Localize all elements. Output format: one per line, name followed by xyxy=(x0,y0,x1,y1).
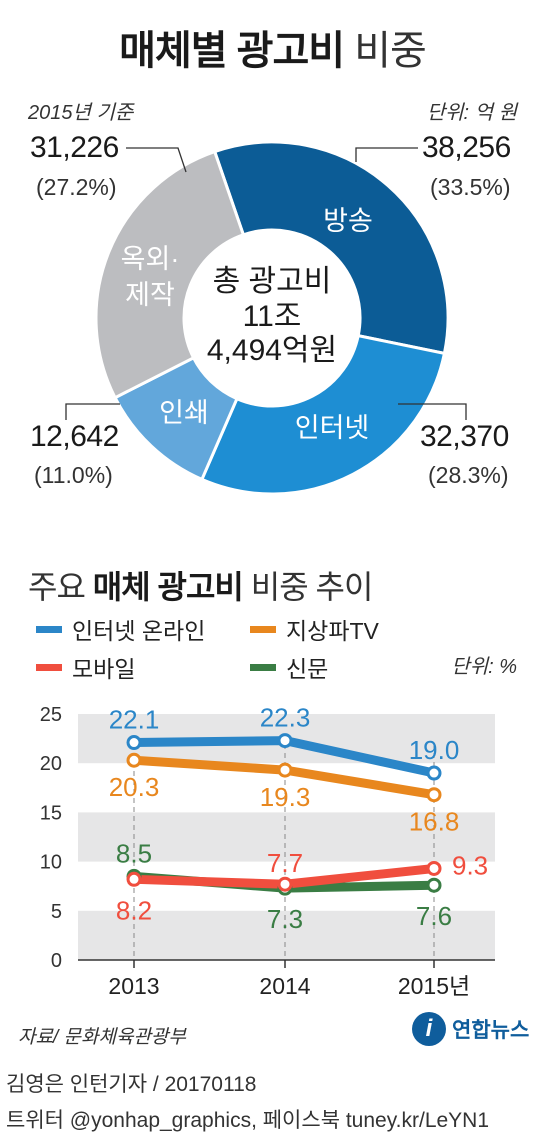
legend-label-mobile: 모바일 xyxy=(72,656,136,682)
segment-label-outdoor-1: 옥외· xyxy=(121,244,180,274)
data-label-internet: 19.0 xyxy=(409,735,460,765)
data-label-mobile: 7.7 xyxy=(267,848,303,878)
brand-name: 연합뉴스 xyxy=(452,1019,530,1042)
pct-outdoor: (27.2%) xyxy=(36,174,117,200)
credit-line-1: 김영은 인턴기자 / 20170118 xyxy=(6,1073,257,1096)
data-label-internet: 22.3 xyxy=(260,703,311,733)
y-tick-label: 20 xyxy=(40,753,62,775)
legend-internet: 인터넷 온라인 xyxy=(36,612,205,646)
data-point-tv xyxy=(126,752,142,768)
legend-label-internet: 인터넷 온라인 xyxy=(72,618,206,644)
donut-segment-outdoor xyxy=(94,149,246,400)
data-point-mobile xyxy=(426,860,442,876)
brand: i 연합뉴스 xyxy=(412,1012,529,1046)
y-tick-label: 5 xyxy=(51,901,62,923)
segment-label-broadcast: 방송 xyxy=(323,206,373,236)
source-note: 자료/ 문화체육관광부 xyxy=(18,1027,186,1048)
trend-title: 주요 매체 광고비 비중 추이 xyxy=(28,562,374,608)
center-total-trillion: 11조 xyxy=(243,300,302,333)
legend-newspaper: 신문 xyxy=(250,650,328,684)
value-broadcast: 38,256 xyxy=(422,131,511,164)
value-print: 12,642 xyxy=(30,420,119,453)
data-label-tv: 20.3 xyxy=(109,772,160,802)
legend-swatch-tv xyxy=(250,625,276,633)
data-point-internet xyxy=(277,733,293,749)
segment-label-outdoor-2: 제작 xyxy=(125,280,175,310)
center-total-label: 총 광고비 xyxy=(213,265,332,298)
pct-internet: (28.3%) xyxy=(428,462,509,488)
donut-unit-note: 단위: 억 원 xyxy=(426,102,517,124)
x-tick-label: 2014 xyxy=(259,973,310,999)
y-tick-label: 25 xyxy=(40,704,62,726)
legend-label-newspaper: 신문 xyxy=(286,656,329,682)
value-internet: 32,370 xyxy=(420,420,509,453)
data-label-newspaper: 7.6 xyxy=(416,901,452,931)
x-tick-label: 2015년 xyxy=(398,973,470,999)
data-point-newspaper xyxy=(426,877,442,893)
legend-swatch-mobile xyxy=(36,663,62,671)
trend-title-tail: 비중 추이 xyxy=(250,569,374,605)
grid-band xyxy=(78,910,495,960)
legend-tv: 지상파TV xyxy=(250,612,379,646)
grid-band xyxy=(78,812,495,862)
y-tick-label: 0 xyxy=(51,950,62,972)
data-label-tv: 16.8 xyxy=(409,807,460,837)
credit-line-2: 트위터 @yonhap_graphics, 페이스북 tuney.kr/LeYN… xyxy=(6,1109,490,1132)
base-year-note: 2015년 기준 xyxy=(28,102,134,124)
y-tick-label: 15 xyxy=(40,802,62,824)
x-tick-label: 2013 xyxy=(108,973,159,999)
legend-swatch-newspaper xyxy=(250,663,276,671)
trend-title-lead: 주요 xyxy=(28,569,86,605)
page-title: 매체별 광고비 비중 xyxy=(0,18,545,76)
donut-segment-broadcast xyxy=(212,140,450,356)
data-label-mobile: 8.2 xyxy=(116,895,152,925)
page-title-light: 비중 xyxy=(354,29,427,73)
pct-broadcast: (33.5%) xyxy=(430,174,511,200)
data-point-tv xyxy=(277,762,293,778)
leader-line-outdoor xyxy=(126,147,187,173)
leader-line-broadcast xyxy=(355,147,418,162)
data-point-mobile xyxy=(277,876,293,892)
pct-print: (11.0%) xyxy=(34,462,113,488)
center-total-rest: 4,494억원 xyxy=(207,334,337,367)
yonhap-logo-icon: i xyxy=(412,1012,446,1046)
trend-title-bold: 매체 광고비 xyxy=(92,569,244,605)
data-label-mobile: 9.3 xyxy=(452,850,488,880)
data-label-internet: 22.1 xyxy=(109,705,160,735)
segment-label-internet: 인터넷 xyxy=(295,413,370,443)
line-chart: 0 5 10 15 20 25 2013 2014 2015년 22.1 22.3 19.0 20.3… xyxy=(40,703,495,999)
donut-chart: 방송 인터넷 인쇄 옥외· 제작 총 광고비 11조 4,494억원 xyxy=(65,140,467,496)
trend-unit-note: 단위: % xyxy=(451,656,517,678)
legend-mobile: 모바일 xyxy=(36,650,135,684)
donut-segment-internet xyxy=(199,333,447,496)
data-point-mobile xyxy=(126,871,142,887)
value-outdoor: 31,226 xyxy=(30,131,119,164)
page-title-bold: 매체별 광고비 xyxy=(119,29,345,73)
data-label-newspaper: 8.5 xyxy=(116,838,152,868)
leader-line-print xyxy=(65,403,120,420)
leader-line-internet xyxy=(398,403,467,420)
legend-label-tv: 지상파TV xyxy=(286,618,379,644)
data-point-internet xyxy=(126,735,142,751)
segment-label-print: 인쇄 xyxy=(159,398,209,428)
legend-swatch-internet xyxy=(36,625,62,633)
data-point-internet xyxy=(426,765,442,781)
data-label-newspaper: 7.3 xyxy=(267,904,303,934)
data-label-tv: 19.3 xyxy=(260,782,311,812)
data-point-tv xyxy=(426,787,442,803)
y-tick-label: 10 xyxy=(40,852,62,874)
